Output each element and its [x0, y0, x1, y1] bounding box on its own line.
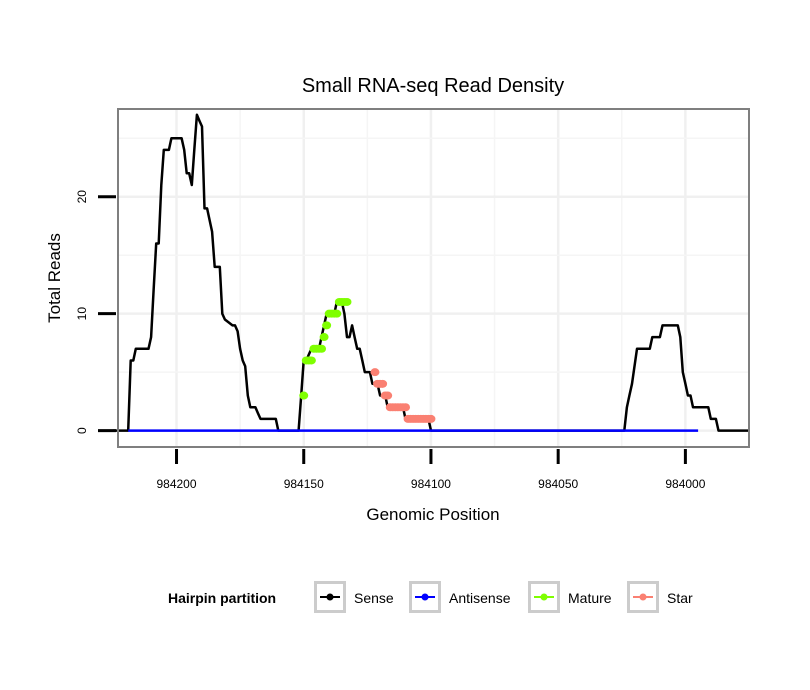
y-axis: 0 10 20	[75, 190, 116, 434]
legend-label: Star	[667, 590, 693, 606]
y-tick-label: 10	[75, 307, 89, 321]
x-tick-label: 984000	[665, 477, 705, 491]
x-axis: 984200 984150 984100 984050 984000	[156, 449, 706, 491]
mature-point	[342, 297, 352, 306]
x-tick-label: 984150	[284, 477, 324, 491]
legend-key-point	[326, 593, 334, 601]
star-point	[370, 368, 380, 377]
plot-border	[117, 108, 750, 448]
series-mature	[299, 297, 352, 400]
mature-point	[317, 344, 327, 353]
y-axis-title: Total Reads	[45, 233, 64, 323]
legend-key-point	[540, 593, 548, 601]
y-tick-label: 0	[75, 427, 89, 434]
star-point	[401, 403, 411, 412]
y-tick-label: 20	[75, 190, 89, 204]
legend: Hairpin partition Sense Antisense Mature St…	[168, 581, 693, 613]
legend-item-sense: Sense	[314, 581, 394, 613]
star-point	[383, 391, 393, 400]
mature-point	[332, 309, 342, 318]
series-star	[370, 368, 436, 423]
mature-point	[306, 356, 316, 365]
mature-point	[299, 391, 309, 400]
star-point	[426, 414, 436, 423]
star-point	[378, 379, 388, 388]
x-tick-label: 984100	[411, 477, 451, 491]
legend-title: Hairpin partition	[168, 590, 276, 606]
plot-panel	[118, 109, 749, 447]
legend-item-antisense: Antisense	[409, 581, 511, 613]
mature-point	[322, 321, 332, 330]
legend-label: Sense	[354, 590, 394, 606]
series-layer	[112, 113, 749, 432]
legend-label: Antisense	[449, 590, 511, 606]
legend-key-point	[421, 593, 429, 601]
legend-item-mature: Mature	[528, 581, 612, 613]
x-tick-label: 984200	[156, 477, 196, 491]
sense-line	[112, 113, 749, 432]
legend-item-star: Star	[627, 581, 693, 613]
x-tick-label: 984050	[538, 477, 578, 491]
series-sense	[112, 113, 749, 432]
legend-label: Mature	[568, 590, 612, 606]
legend-key-point	[639, 593, 647, 601]
mature-point	[319, 333, 329, 342]
x-axis-title: Genomic Position	[366, 505, 499, 524]
chart-title: Small RNA-seq Read Density	[302, 75, 564, 97]
